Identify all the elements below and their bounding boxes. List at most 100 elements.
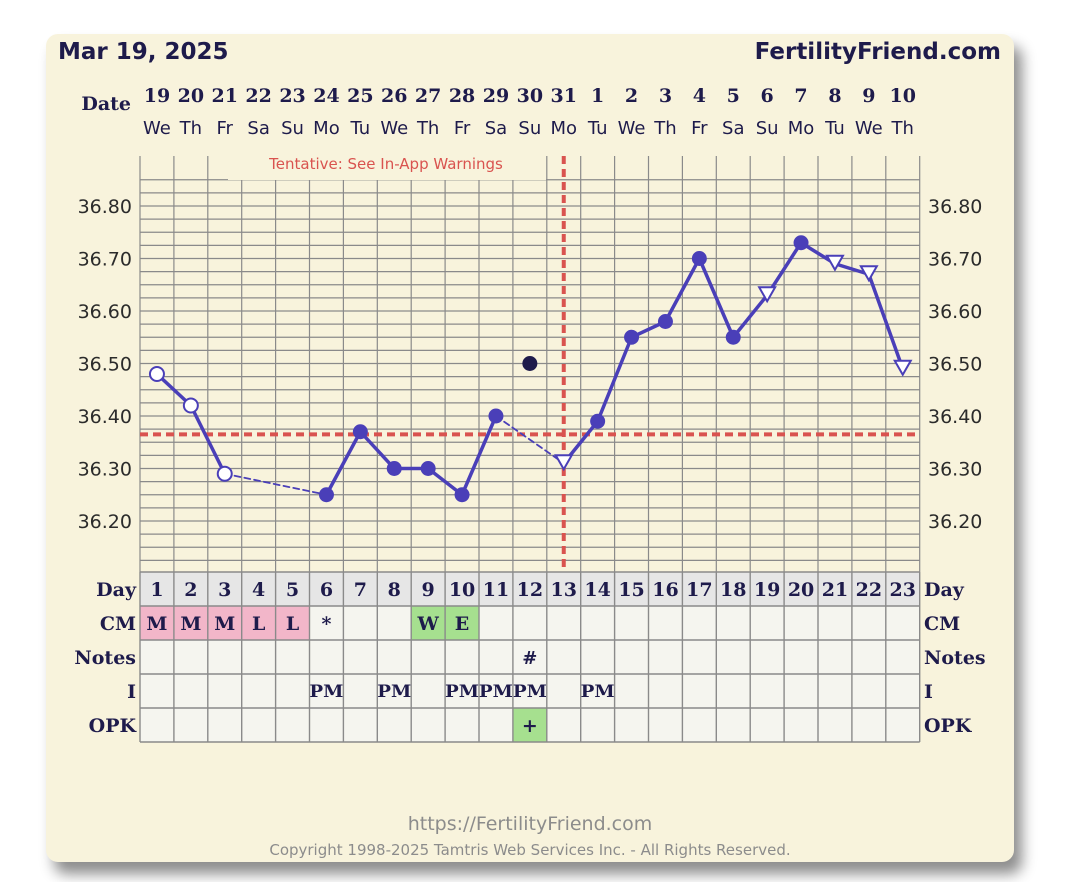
date-number: 20 <box>178 85 204 107</box>
temperature-segment <box>663 256 702 324</box>
intercourse-cell: PM <box>581 682 615 702</box>
day-number: 21 <box>822 579 848 601</box>
temperature-segment <box>460 414 498 497</box>
cm-cell: * <box>321 613 331 635</box>
day-number: 10 <box>449 579 475 601</box>
date-number: 31 <box>551 85 577 107</box>
temperature-segment <box>358 430 396 471</box>
date-number: 25 <box>347 85 373 107</box>
temperature-segment <box>495 415 565 465</box>
date-number: 5 <box>727 85 740 107</box>
date-number: 7 <box>794 85 807 107</box>
day-number: 2 <box>184 579 197 601</box>
date-number: 4 <box>693 85 706 107</box>
warning-box <box>228 150 546 180</box>
cm-cell-fill <box>173 606 208 640</box>
date-number: 27 <box>415 85 441 107</box>
day-number: 12 <box>517 579 543 601</box>
cm-cell: W <box>416 613 439 635</box>
day-row-bg <box>140 572 920 606</box>
intercourse-cell: PM <box>479 682 513 702</box>
intercourse-cell: PM <box>309 682 343 702</box>
y-tick-right: 36.50 <box>928 354 982 376</box>
weekday-label: Su <box>281 118 304 139</box>
y-tick-left: 36.30 <box>78 459 132 481</box>
day-number: 4 <box>252 579 265 601</box>
intercourse-cell: PM <box>377 682 411 702</box>
date-row-label: Date <box>81 93 131 115</box>
row-label-right-day: Day <box>924 579 965 601</box>
temperature-point <box>454 487 470 503</box>
weekday-label: Mo <box>788 118 815 139</box>
temperature-segment <box>731 293 769 339</box>
temperature-point-triangle <box>893 359 913 377</box>
cm-cell: M <box>146 613 167 635</box>
cm-cell: L <box>286 613 299 635</box>
temperature-point-triangle <box>859 265 879 283</box>
date-number: 1 <box>591 85 604 107</box>
date-number: 6 <box>761 85 774 107</box>
weekday-label: Su <box>756 118 779 139</box>
y-tick-right: 36.20 <box>928 511 982 533</box>
weekday-label: Fr <box>691 118 708 139</box>
cm-cell-fill <box>411 606 446 640</box>
date-number: 10 <box>890 85 916 107</box>
temperature-segment <box>867 272 905 371</box>
discarded-temperature-point <box>522 356 538 371</box>
row-label-left-day: Day <box>96 579 137 601</box>
day-number: 14 <box>584 579 610 601</box>
cm-cell: M <box>180 613 201 635</box>
temperature-point <box>352 424 368 440</box>
y-tick-right: 36.30 <box>928 459 982 481</box>
row-label-right-opk: OPK <box>924 715 973 737</box>
temperature-point <box>318 487 334 503</box>
date-number: 19 <box>144 85 170 107</box>
y-tick-left: 36.20 <box>78 511 132 533</box>
weekday-label: Tu <box>587 118 608 139</box>
weekday-label: Tu <box>350 118 371 139</box>
date-number: 26 <box>381 85 407 107</box>
weekday-label: We <box>855 118 883 139</box>
cm-cell-fill <box>241 606 276 640</box>
day-number: 3 <box>218 579 231 601</box>
temperature-point-triangle <box>554 454 574 472</box>
cm-cell-fill <box>275 606 310 640</box>
row-label-right-i: I <box>924 681 933 703</box>
opk-cell: + <box>522 715 538 737</box>
footer-copyright: Copyright 1998-2025 Tamtris Web Services… <box>269 841 790 859</box>
date-number: 21 <box>212 85 238 107</box>
temperature-point <box>386 461 402 476</box>
temperature-point-triangle <box>825 254 845 272</box>
temperature-point <box>725 329 741 345</box>
temperature-segment <box>833 262 871 276</box>
temperature-point-open <box>182 397 199 414</box>
row-label-right-cm: CM <box>924 613 960 635</box>
weekday-label: Th <box>891 118 914 139</box>
y-tick-right: 36.70 <box>928 249 982 271</box>
day-number: 9 <box>422 579 435 601</box>
day-number: 15 <box>618 579 644 601</box>
date-number: 29 <box>483 85 509 107</box>
temperature-point <box>624 329 640 345</box>
intercourse-cell: PM <box>445 682 479 702</box>
weekday-label: Sa <box>247 118 269 139</box>
weekday-label: Sa <box>485 118 507 139</box>
day-number: 7 <box>354 579 367 601</box>
temperature-point <box>420 461 436 476</box>
temperature-segment <box>223 472 328 496</box>
weekday-label: We <box>618 118 646 139</box>
temperature-segment <box>324 430 363 497</box>
cm-cell-fill <box>207 606 242 640</box>
weekday-label: Mo <box>550 118 577 139</box>
intercourse-cell: PM <box>513 682 547 702</box>
y-tick-left: 36.60 <box>78 301 132 323</box>
weekday-label: Su <box>518 118 541 139</box>
temperature-point-open <box>148 366 165 382</box>
row-label-left-i: I <box>127 681 136 703</box>
y-tick-left: 36.50 <box>78 354 132 376</box>
y-tick-left: 36.70 <box>78 249 132 271</box>
day-number: 1 <box>150 579 163 601</box>
weekday-label: Th <box>179 118 202 139</box>
fertility-chart-card: Mar 19, 2025 FertilityFriend.com Date 19 We 2… <box>46 34 1014 862</box>
y-tick-right: 36.60 <box>928 301 982 323</box>
